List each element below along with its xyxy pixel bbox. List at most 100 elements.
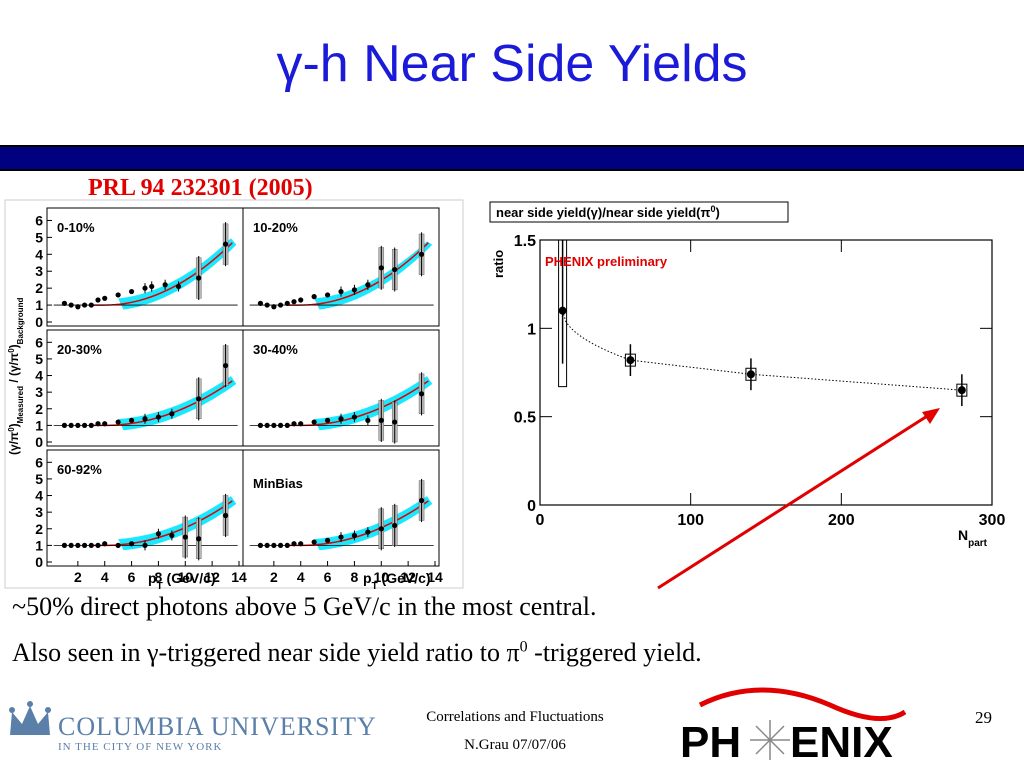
y-tick-label: 5 (35, 229, 43, 245)
data-point (68, 542, 74, 548)
y-tick-label: 5 (35, 471, 43, 487)
panel-label: 20-30% (57, 342, 102, 357)
data-point (102, 541, 108, 547)
data-point (142, 542, 148, 548)
data-point (257, 542, 264, 548)
y-tick-label: 1 (35, 297, 43, 313)
ratio-data-point (626, 356, 635, 365)
data-point (291, 421, 297, 427)
ratio-data-point (558, 306, 567, 315)
data-point (88, 542, 94, 548)
footer-author-date: N.Grau 07/07/06 (464, 737, 566, 753)
data-point (155, 531, 162, 537)
y-tick-label: 4 (35, 488, 43, 504)
footer-title: Correlations and Fluctuations (426, 709, 604, 725)
ratio-plot-frame (539, 239, 993, 506)
data-point (128, 288, 135, 295)
data-point (61, 422, 68, 428)
highlight-arrow (657, 411, 933, 590)
y-tick-label: 2 (35, 521, 43, 537)
data-point (324, 292, 331, 298)
phenix-swoosh (698, 687, 907, 722)
data-point (338, 534, 344, 540)
theory-band (314, 241, 433, 310)
phenix-logo: PH ENIX (680, 687, 907, 767)
ratio-y-tick-label: 0.5 (514, 410, 536, 427)
data-point (392, 266, 398, 273)
data-point (175, 283, 182, 290)
ratio-header: near side yield(γ)/near side yield(π0) (496, 204, 720, 220)
data-point (142, 285, 148, 291)
data-point (196, 275, 202, 281)
y-tick-label: 3 (35, 504, 43, 520)
x-tick-label: 14 (231, 569, 247, 585)
y-tick-label: 0 (35, 434, 43, 450)
data-point (378, 265, 384, 271)
ratio-y-tick-label: 1 (527, 321, 536, 338)
data-point (257, 422, 264, 428)
data-point (128, 541, 135, 547)
data-point (264, 302, 270, 308)
data-point (338, 288, 344, 295)
highlight-arrowhead (922, 408, 940, 424)
x-tick-label: 10 (177, 569, 193, 585)
data-point (257, 300, 264, 306)
data-point (88, 302, 94, 308)
panel-label: MinBias (253, 476, 303, 491)
data-point (311, 294, 317, 300)
data-point (271, 422, 277, 428)
data-point (277, 422, 284, 428)
data-point (291, 541, 297, 547)
ratio-y-tick-label: 0 (527, 498, 536, 515)
columbia-logo-text: COLUMBIA UNIVERSITY (58, 712, 377, 741)
data-point (392, 522, 398, 529)
gamma-symbol: γ (276, 35, 303, 93)
x-tick-label: 12 (204, 569, 220, 585)
x-tick-label: 4 (297, 569, 305, 585)
data-point (169, 532, 175, 539)
panel-label: 60-92% (57, 462, 102, 477)
y-tick-label: 3 (35, 384, 43, 400)
data-point (351, 287, 358, 293)
data-point (311, 419, 317, 425)
x-tick-label: 6 (324, 569, 332, 585)
data-point (162, 282, 168, 288)
data-point (418, 497, 425, 504)
data-point (418, 251, 425, 257)
data-point (61, 542, 68, 548)
phenix-logo-text-right: ENIX (790, 718, 893, 767)
data-point (115, 292, 121, 298)
ratio-y-tick-label: 1.5 (514, 233, 536, 250)
data-point (169, 411, 175, 417)
data-point (88, 422, 94, 428)
y-tick-label: 6 (35, 454, 43, 470)
y-tick-label: 3 (35, 263, 43, 279)
panel-label: 0-10% (57, 220, 95, 235)
data-point (378, 417, 384, 423)
data-point (351, 532, 358, 539)
data-point (149, 283, 155, 290)
slide-title: γ-h Near Side Yields (0, 38, 1024, 90)
theory-band (314, 376, 433, 431)
data-point (81, 302, 88, 308)
y-tick-label: 2 (35, 280, 43, 296)
data-point (95, 542, 101, 548)
data-point (155, 414, 162, 420)
data-point (196, 396, 202, 402)
data-point (271, 304, 277, 310)
y-tick-label: 6 (35, 334, 43, 350)
x-tick-label: 8 (351, 569, 359, 585)
data-point (351, 414, 358, 420)
data-point (68, 422, 74, 428)
x-tick-label: 12 (400, 569, 416, 585)
ratio-x-tick-label: 100 (677, 512, 704, 529)
data-point (392, 419, 398, 425)
x-tick-label: 6 (128, 569, 136, 585)
data-point (311, 539, 317, 545)
data-point (222, 512, 229, 519)
reference-citation: PRL 94 232301 (2005) (88, 175, 313, 201)
data-point (196, 536, 202, 542)
y-tick-label: 5 (35, 351, 43, 367)
